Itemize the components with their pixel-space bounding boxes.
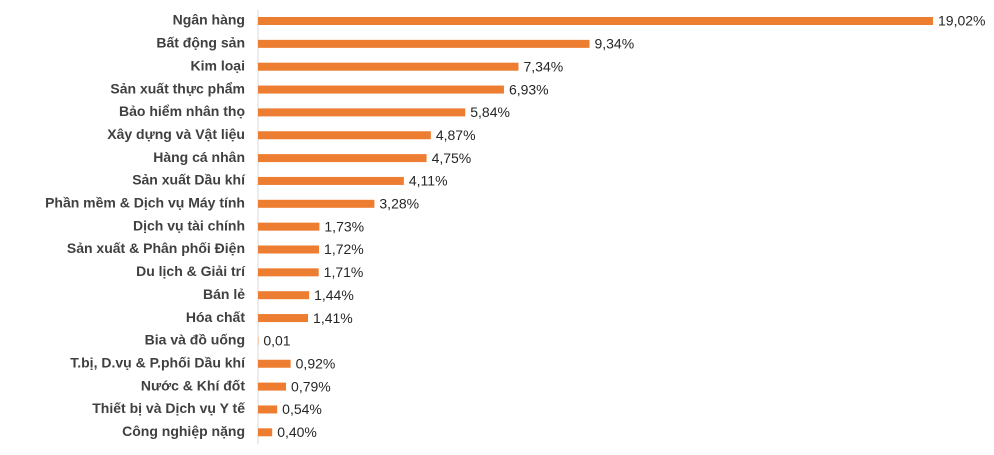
value-label: 4,11% xyxy=(409,173,448,189)
value-label: 4,75% xyxy=(432,150,472,166)
value-label: 3,28% xyxy=(379,196,419,212)
bar xyxy=(258,62,519,71)
bar xyxy=(258,17,933,25)
value-label: 1,71% xyxy=(324,264,364,280)
category-label: Sản xuất Dầu khí xyxy=(132,172,246,188)
category-label: Xây dựng và Vật liệu xyxy=(107,126,245,142)
bar xyxy=(258,222,320,231)
value-label: 7,34% xyxy=(523,58,563,74)
category-label: Ngân hàng xyxy=(173,12,245,28)
bar xyxy=(258,359,291,368)
value-label: 9,34% xyxy=(594,36,634,52)
bar xyxy=(258,85,504,94)
value-label: 0,40% xyxy=(277,424,317,440)
bar xyxy=(258,314,309,323)
category-label: Hàng cá nhân xyxy=(153,149,245,165)
value-label: 1,73% xyxy=(324,218,364,234)
category-label: Sản xuất & Phân phối Điện xyxy=(67,240,245,256)
category-label: Kim loại xyxy=(191,57,245,73)
value-label: 19,02% xyxy=(938,13,985,29)
value-label: 0,79% xyxy=(291,378,331,394)
bar xyxy=(258,108,466,117)
bar xyxy=(258,405,278,414)
category-label: Du lịch & Giải trí xyxy=(136,263,246,279)
category-label: T.bị, D.vụ & P.phối Dầu khí xyxy=(70,354,246,370)
value-label: 1,72% xyxy=(324,241,364,257)
bar xyxy=(258,245,320,254)
value-label: 5,84% xyxy=(470,104,510,120)
bar xyxy=(258,176,404,185)
category-label: Nước & Khí đốt xyxy=(141,377,245,393)
category-label: Dịch vụ tài chính xyxy=(133,217,245,233)
category-label: Hóa chất xyxy=(186,309,245,325)
value-label: 1,41% xyxy=(313,310,353,326)
value-label: 0,54% xyxy=(282,401,322,417)
bar xyxy=(258,199,375,208)
bar xyxy=(258,39,590,48)
value-label: 6,93% xyxy=(509,81,549,97)
category-label: Bán lẻ xyxy=(203,286,245,302)
bar xyxy=(258,131,431,140)
bar xyxy=(258,291,310,300)
value-label: 0,92% xyxy=(296,355,336,371)
bar xyxy=(258,154,427,163)
value-label: 0,01 xyxy=(263,333,290,349)
value-label: 4,87% xyxy=(436,127,476,143)
bar xyxy=(258,428,273,437)
category-label: Phần mềm & Dịch vụ Máy tính xyxy=(45,195,245,211)
category-label: Bất động sản xyxy=(156,35,245,51)
category-label: Bảo hiểm nhân thọ xyxy=(119,103,245,119)
bar xyxy=(258,382,287,391)
category-label: Công nghiệp nặng xyxy=(122,423,245,439)
category-label: Bia và đồ uống xyxy=(145,332,245,348)
category-label: Sản xuất thực phẩm xyxy=(110,80,245,96)
bar xyxy=(258,268,319,277)
value-label: 1,44% xyxy=(314,287,354,303)
category-label: Thiết bị và Dịch vụ Y tế xyxy=(92,400,245,416)
